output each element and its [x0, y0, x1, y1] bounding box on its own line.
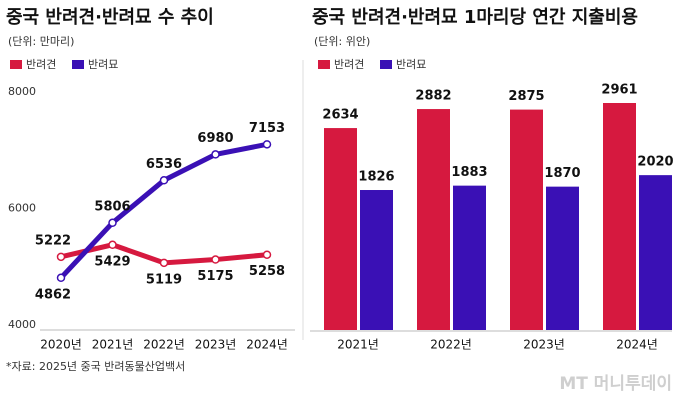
- data-label: 5806: [94, 199, 130, 214]
- data-label: 7153: [249, 121, 285, 136]
- chart-subtitle: (단위: 위안): [314, 35, 370, 48]
- data-label: 6980: [197, 131, 233, 146]
- x-tick-label: 2023년: [195, 338, 237, 352]
- chart-title: 중국 반려견·반려묘 수 추이: [6, 7, 214, 28]
- x-tick-label: 2020년: [40, 338, 82, 352]
- y-tick-label: 8000: [8, 85, 36, 98]
- chart-subtitle: (단위: 만마리): [8, 35, 74, 48]
- bar: [510, 109, 543, 330]
- point: [108, 218, 117, 228]
- logo: MT 머니투데이: [559, 374, 672, 394]
- point: [159, 176, 169, 185]
- data-label: 5222: [35, 233, 71, 248]
- bar: [639, 175, 672, 330]
- data-label: 1870: [544, 166, 580, 181]
- data-label: 6536: [146, 157, 182, 172]
- bar: [453, 185, 486, 330]
- legend-swatch: [10, 60, 22, 69]
- data-label: 2634: [322, 108, 358, 123]
- x-tick-label: 2023년: [523, 338, 565, 352]
- bar: [324, 128, 357, 330]
- data-label: 5429: [94, 254, 130, 269]
- data-label: 1826: [358, 170, 394, 185]
- data-label: 5258: [249, 264, 285, 279]
- data-label: 1883: [451, 165, 487, 180]
- point: [159, 258, 169, 268]
- chart-title: 중국 반려견·반려묘 1마리당 연간 지출비용: [312, 7, 638, 28]
- point: [262, 140, 272, 149]
- point: [262, 250, 272, 259]
- legend-label: 반려견: [26, 58, 56, 71]
- point: [56, 252, 66, 262]
- data-label: 4862: [35, 287, 71, 302]
- data-label: 2961: [601, 83, 637, 98]
- point: [108, 240, 117, 250]
- x-tick-label: 2022년: [143, 338, 185, 352]
- data-label: 5175: [197, 269, 233, 284]
- bar: [360, 190, 393, 330]
- bar: [546, 186, 579, 330]
- legend-swatch: [318, 60, 330, 69]
- x-tick-label: 2021년: [92, 338, 134, 352]
- x-tick-label: 2021년: [337, 338, 379, 352]
- point: [56, 273, 66, 283]
- legend-swatch: [380, 60, 392, 69]
- source: *자료: 2025년 중국 반려동물산업백서: [6, 360, 185, 373]
- x-tick-label: 2022년: [430, 338, 472, 352]
- point: [211, 150, 220, 159]
- legend-label: 반려묘: [88, 58, 118, 71]
- point: [211, 255, 220, 264]
- legend-swatch: [72, 60, 84, 69]
- bar: [603, 103, 636, 330]
- legend-label: 반려견: [334, 58, 364, 71]
- data-label: 2882: [415, 89, 451, 104]
- legend-label: 반려묘: [396, 58, 426, 71]
- bar: [417, 109, 450, 330]
- y-tick-label: 4000: [8, 318, 36, 331]
- y-tick-label: 6000: [8, 202, 36, 215]
- x-tick-label: 2024년: [616, 338, 658, 352]
- data-label: 2875: [508, 89, 544, 104]
- x-tick-label: 2024년: [246, 338, 288, 352]
- data-label: 2020: [637, 155, 673, 170]
- data-label: 5119: [146, 272, 182, 287]
